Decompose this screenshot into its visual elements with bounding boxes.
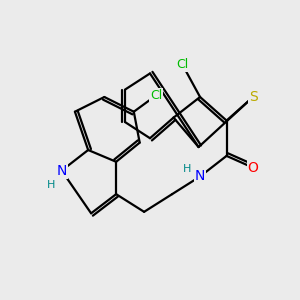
Text: N: N [195,169,205,184]
Text: Cl: Cl [150,89,162,102]
Text: S: S [249,90,257,104]
Text: N: N [56,164,67,178]
Text: Cl: Cl [176,58,188,71]
Text: O: O [248,161,259,175]
Text: H: H [47,180,56,190]
Text: H: H [183,164,191,174]
